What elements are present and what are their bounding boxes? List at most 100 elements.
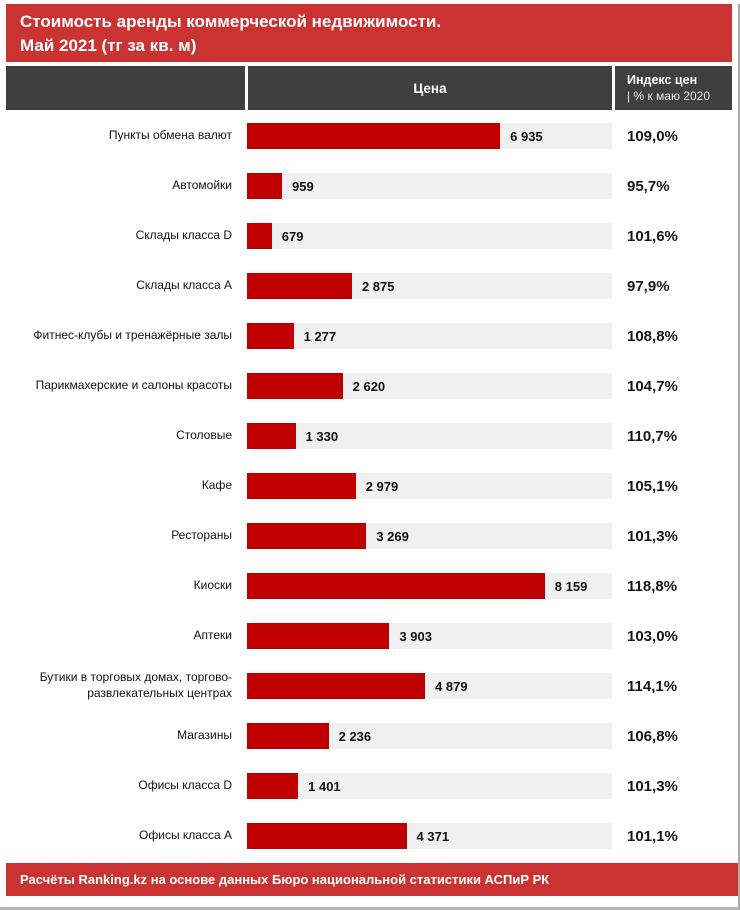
value-bar (247, 123, 501, 149)
table-row: Киоски 8 159 118,8% (0, 561, 738, 611)
category-label: Аптеки (193, 628, 233, 643)
category-label: Автомойки (172, 178, 232, 193)
index-value: 104,7% (627, 377, 678, 395)
category-label: Парикмахерские и салоны красоты (35, 378, 232, 393)
value-label: 2 236 (338, 728, 372, 744)
value-bar (247, 273, 352, 299)
table-row: Пункты обмена валют 6 935 109,0% (0, 111, 738, 161)
category-label: Пункты обмена валют (108, 128, 232, 143)
value-label: 2 620 (352, 378, 386, 394)
bar-track: 2 979 (247, 473, 612, 499)
category-label: Кафе (201, 478, 232, 493)
bar-track: 959 (247, 173, 612, 199)
category-label: Фитнес-клубы и тренажёрные залы (33, 328, 232, 343)
table-row: Столовые 1 330 110,7% (0, 411, 738, 461)
index-value: 118,8% (627, 577, 678, 595)
bar-track: 3 269 (247, 523, 612, 549)
value-label: 1 277 (303, 328, 337, 344)
category-label: Магазины (177, 728, 232, 743)
index-value: 95,7% (627, 177, 670, 195)
value-bar (247, 223, 272, 249)
value-bar (247, 473, 356, 499)
value-bar (247, 323, 294, 349)
category-label: Столовые (176, 428, 232, 443)
value-bar (247, 623, 390, 649)
category-label: Офисы класса А (139, 828, 232, 843)
table-row: Склады класса D 679 101,6% (0, 211, 738, 261)
table-row: Фитнес-клубы и тренажёрные залы 1 277 10… (0, 311, 738, 361)
value-label: 3 269 (376, 528, 409, 544)
table-row: Аптеки 3 903 103,0% (0, 611, 738, 661)
category-label: Склады класса А (136, 278, 232, 293)
infographic-page: Стоимость аренды коммерческой недвижимос… (0, 4, 740, 910)
header-cell-price: Цена (248, 66, 612, 110)
value-label: 2 875 (361, 278, 395, 294)
index-value: 106,8% (627, 727, 678, 745)
page-title-line1: Стоимость аренды коммерческой недвижимос… (20, 12, 442, 31)
table-row: Офисы класса D 1 401 101,3% (0, 761, 738, 811)
value-bar (247, 523, 367, 549)
bar-track: 4 371 (247, 823, 612, 849)
table-row: Склады класса А 2 875 97,9% (0, 261, 738, 311)
title-banner: Стоимость аренды коммерческой недвижимос… (6, 4, 732, 62)
table-row: Магазины 2 236 106,8% (0, 711, 738, 761)
value-bar (247, 173, 282, 199)
header-cell-index: Индекс цен | % к маю 2020 (615, 66, 732, 110)
index-value: 108,8% (627, 327, 678, 345)
category-label: Офисы класса D (138, 778, 232, 793)
value-bar (247, 423, 296, 449)
index-value: 101,3% (627, 777, 678, 795)
value-label: 959 (292, 178, 314, 194)
bar-track: 2 236 (247, 723, 612, 749)
table-row: Парикмахерские и салоны красоты 2 620 10… (0, 361, 738, 411)
bar-track: 2 620 (247, 373, 612, 399)
value-label: 3 903 (399, 628, 432, 644)
index-value: 97,9% (627, 277, 670, 295)
bar-track: 2 875 (247, 273, 612, 299)
page-title-line2: Май 2021 (тг за кв. м) (20, 36, 197, 55)
bar-track: 3 903 (247, 623, 612, 649)
header-cell-categories (6, 66, 245, 110)
category-label: Киоски (193, 578, 232, 593)
category-label: Склады класса D (135, 228, 232, 243)
value-label: 1 401 (308, 778, 341, 794)
value-bar (247, 773, 299, 799)
bar-track: 1 277 (247, 323, 612, 349)
value-label: 2 979 (365, 478, 399, 494)
value-label: 1 330 (305, 428, 339, 444)
bar-track: 1 401 (247, 773, 612, 799)
index-value: 105,1% (627, 477, 678, 495)
index-header-title: Индекс цен (627, 73, 698, 87)
index-value: 110,7% (627, 427, 678, 445)
bar-track: 6 935 (247, 123, 612, 149)
value-bar (247, 673, 426, 699)
value-bar (247, 823, 407, 849)
index-header-subtitle: | % к маю 2020 (627, 89, 710, 103)
bar-track: 4 879 (247, 673, 612, 699)
table-row: Автомойки 959 95,7% (0, 161, 738, 211)
index-value: 101,3% (627, 527, 678, 545)
value-bar (247, 373, 343, 399)
index-value: 109,0% (627, 127, 678, 145)
value-label: 6 935 (510, 128, 543, 144)
index-value: 114,1% (627, 677, 678, 695)
bar-track: 679 (247, 223, 612, 249)
value-label: 679 (281, 228, 304, 244)
value-bar (247, 723, 329, 749)
category-label: Бутики в торговых домах, торгово-развлек… (39, 670, 232, 700)
index-value: 103,0% (627, 627, 678, 645)
table-header: Цена Индекс цен | % к маю 2020 (6, 66, 732, 110)
table-row: Кафе 2 979 105,1% (0, 461, 738, 511)
table-row: Офисы класса А 4 371 101,1% (0, 811, 738, 861)
index-value: 101,1% (627, 827, 678, 845)
category-label: Рестораны (171, 528, 232, 543)
value-bar (247, 573, 545, 599)
value-label: 8 159 (554, 578, 588, 594)
source-footer: Расчёты Ranking.kz на основе данных Бюро… (6, 863, 738, 896)
value-label: 4 879 (435, 678, 468, 694)
bar-track: 8 159 (247, 573, 612, 599)
index-value: 101,6% (627, 227, 678, 245)
bar-track: 1 330 (247, 423, 612, 449)
table-row: Рестораны 3 269 101,3% (0, 511, 738, 561)
table-row: Бутики в торговых домах, торгово-развлек… (0, 661, 738, 711)
